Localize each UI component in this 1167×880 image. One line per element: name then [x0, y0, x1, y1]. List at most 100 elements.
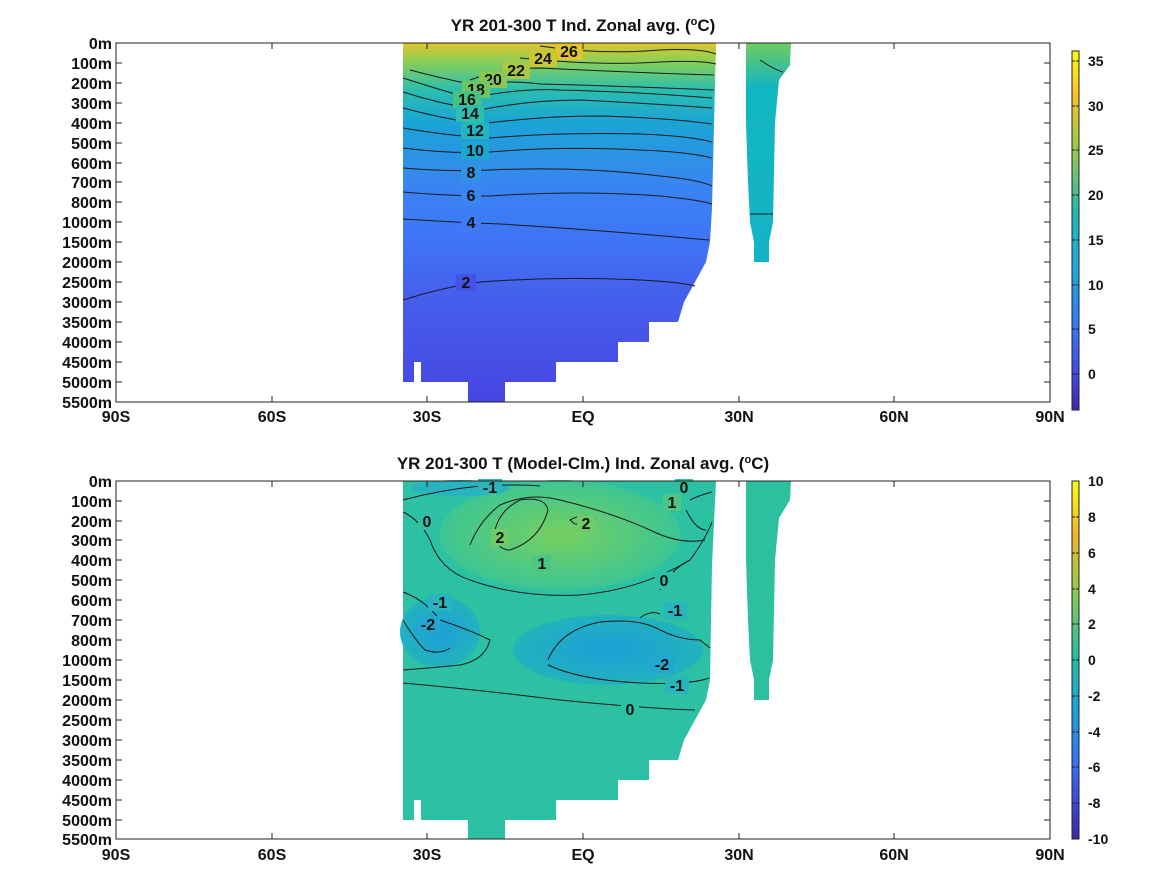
colorbar-tick-label: 4 [1088, 581, 1096, 597]
colorbar-tick-label: -8 [1088, 795, 1101, 811]
x-tick-label: EQ [571, 409, 594, 426]
colorbar-tick-label: 20 [1088, 187, 1104, 203]
y-tick-label: 2000m [62, 255, 112, 272]
svg-text:0: 0 [680, 480, 689, 497]
svg-text:22: 22 [507, 63, 525, 80]
y-tick-label: 200m [71, 514, 112, 531]
y-tick-label: 400m [71, 116, 112, 133]
svg-text:8: 8 [467, 165, 476, 182]
colorbar-tick-label: 30 [1088, 98, 1104, 114]
x-tick-label: 90S [102, 409, 131, 426]
y-tick-label: 3000m [62, 733, 112, 750]
contour-labels-1: 26 24 22 20 18 16 14 12 10 8 6 4 2 [453, 43, 583, 292]
colorbar-tick-label: 5 [1088, 321, 1096, 337]
svg-text:0: 0 [423, 514, 432, 531]
y-tick-label: 700m [71, 175, 112, 192]
y-tick-label: 700m [71, 613, 112, 630]
colorbar-tick-label: 10 [1088, 277, 1104, 293]
y-tick-label: 300m [71, 533, 112, 550]
x-tick-label: EQ [571, 847, 594, 864]
x-tick-label: 60S [258, 409, 287, 426]
field-2 [400, 480, 791, 839]
y-tick-label: 4500m [62, 355, 112, 372]
svg-text:0: 0 [660, 573, 669, 590]
svg-text:2: 2 [496, 530, 505, 547]
colorbar-tick-label: 15 [1088, 232, 1104, 248]
colorbar-tick-label: 10 [1088, 473, 1104, 489]
svg-text:16: 16 [458, 92, 476, 109]
y-tick-label: 500m [71, 573, 112, 590]
x-tick-label: 60N [879, 409, 908, 426]
y-tick-label: 100m [71, 494, 112, 511]
y-tick-label: 5500m [62, 832, 112, 849]
y-tick-label: 1500m [62, 235, 112, 252]
y-tick-label: 200m [71, 76, 112, 93]
svg-text:1: 1 [538, 556, 547, 573]
colorbar-tick-label: -2 [1088, 688, 1101, 704]
svg-text:24: 24 [534, 51, 552, 68]
y-tick-label: 100m [71, 56, 112, 73]
colorbar-tick-label: 0 [1088, 652, 1096, 668]
y-tick-label: 4000m [62, 773, 112, 790]
svg-text:-1: -1 [670, 678, 684, 695]
svg-text:10: 10 [466, 143, 484, 160]
colorbar-tick-label: 2 [1088, 616, 1096, 632]
svg-text:2: 2 [462, 275, 471, 292]
y-tick-label: 1000m [62, 653, 112, 670]
y-tick-label: 5000m [62, 813, 112, 830]
x-tick-label: 90S [102, 847, 131, 864]
svg-text:4: 4 [467, 215, 476, 232]
y-tick-label: 400m [71, 553, 112, 570]
svg-text:6: 6 [467, 188, 476, 205]
colorbar-tick-label: 25 [1088, 142, 1104, 158]
y-tick-label: 5000m [62, 375, 112, 392]
svg-text:-2: -2 [421, 617, 435, 634]
x-tick-label: 30N [724, 409, 753, 426]
y-axis-2: 0m 100m 200m 300m 400m 500m 600m 700m 80… [62, 474, 1050, 849]
x-tick-label: 30S [413, 409, 442, 426]
colorbar-tick-label: 0 [1088, 366, 1096, 382]
y-tick-label: 600m [71, 593, 112, 610]
x-tick-label: 60S [258, 847, 287, 864]
x-tick-label: 30S [413, 847, 442, 864]
contour-labels-2: -1 0 1 2 2 0 1 0 -1 -2 -1 -2 -1 [416, 479, 693, 719]
y-tick-label: 600m [71, 156, 112, 173]
y-tick-label: 500m [71, 136, 112, 153]
svg-text:-1: -1 [483, 480, 497, 497]
colorbar-tick-label: 6 [1088, 545, 1096, 561]
x-tick-label: 30N [724, 847, 753, 864]
y-tick-label: 2500m [62, 275, 112, 292]
y-tick-label: 2500m [62, 713, 112, 730]
x-tick-label: 60N [879, 847, 908, 864]
svg-text:-1: -1 [668, 603, 682, 620]
colorbar-1: 35 30 25 20 15 10 5 0 [1071, 50, 1104, 411]
contours-1 [402, 45, 784, 301]
x-tick-label: 90N [1035, 409, 1064, 426]
x-axis-1: 90S 60S 30S EQ 30N 60N 90N [102, 43, 1065, 426]
colorbar-tick-label: 8 [1088, 509, 1096, 525]
panel-anomaly: YR 201-300 T (Model-Clm.) Ind. Zonal avg… [62, 454, 1108, 864]
x-axis-2: 90S 60S 30S EQ 30N 60N 90N [102, 481, 1065, 864]
svg-text:0: 0 [626, 702, 635, 719]
y-tick-label: 0m [89, 474, 112, 491]
svg-text:-2: -2 [655, 657, 669, 674]
y-tick-label: 5500m [62, 395, 112, 412]
y-tick-label: 3000m [62, 295, 112, 312]
svg-text:26: 26 [560, 44, 578, 61]
svg-text:-1: -1 [433, 595, 447, 612]
colorbar-tick-label: -6 [1088, 759, 1101, 775]
svg-text:1: 1 [668, 495, 677, 512]
chart-title-2: YR 201-300 T (Model-Clm.) Ind. Zonal avg… [397, 454, 769, 473]
svg-text:2: 2 [582, 516, 591, 533]
y-tick-label: 0m [89, 36, 112, 53]
colorbar-2: 10 8 6 4 2 0 -2 -4 -6 -8 -10 [1071, 473, 1108, 847]
x-tick-label: 90N [1035, 847, 1064, 864]
panel-temperature: YR 201-300 T Ind. Zonal avg. (oC) [62, 16, 1104, 426]
y-axis-1: 0m 100m 200m 300m 400m 500m 600m 700m 80… [62, 36, 1050, 412]
y-tick-label: 3500m [62, 753, 112, 770]
y-tick-label: 2000m [62, 693, 112, 710]
y-tick-label: 1500m [62, 673, 112, 690]
svg-text:14: 14 [461, 106, 479, 123]
colorbar-tick-label: -10 [1088, 831, 1108, 847]
